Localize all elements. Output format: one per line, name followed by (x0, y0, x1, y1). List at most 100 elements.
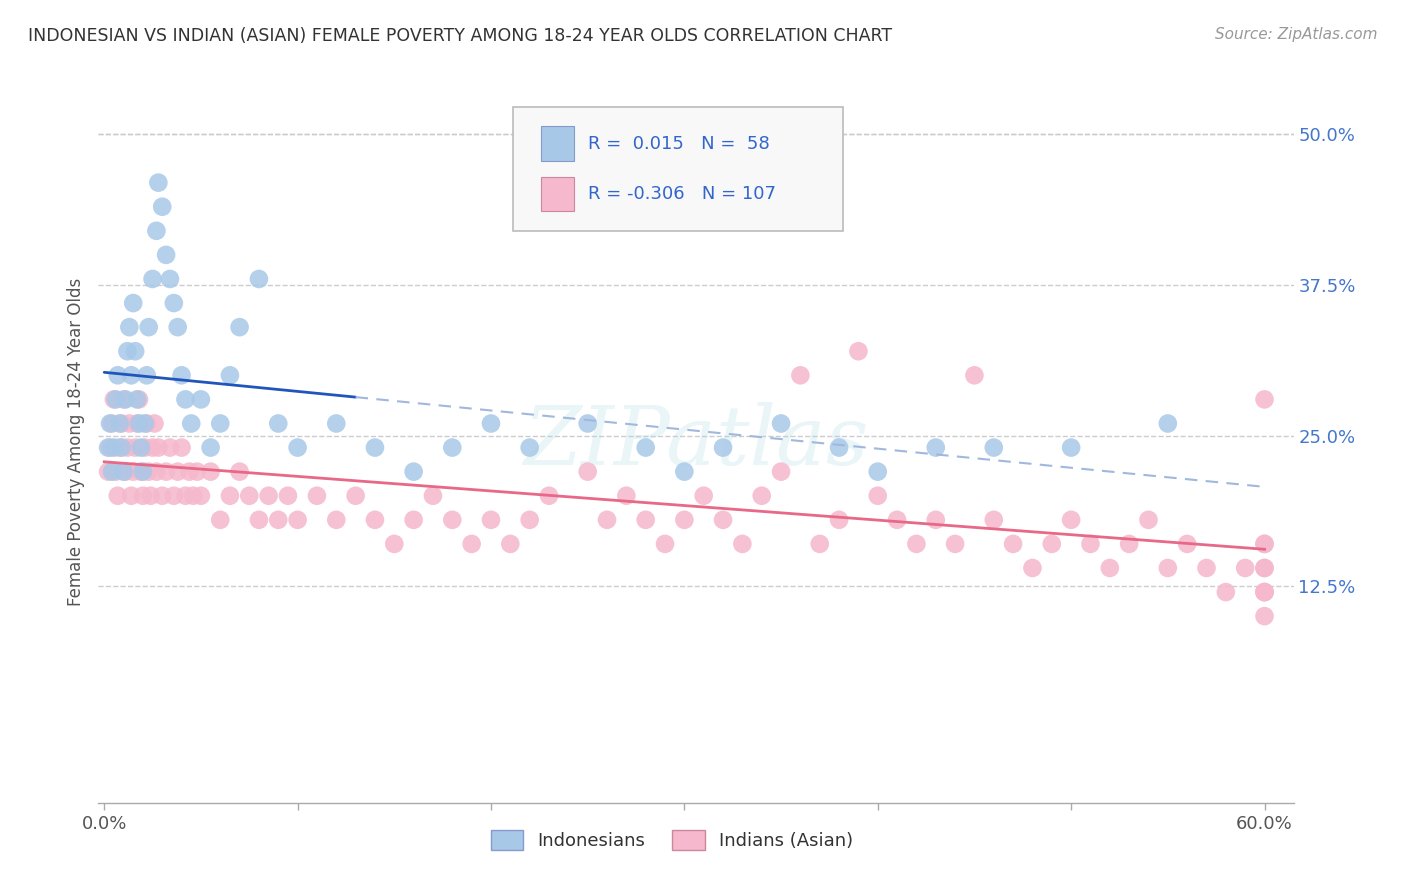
Point (1253, 561, 1275, 575)
Point (155, 248, 177, 262)
Point (479, 417, 502, 431)
Text: R = -0.306   N = 107: R = -0.306 N = 107 (589, 185, 776, 203)
Point (277, 489, 299, 503)
Point (122, 465, 145, 479)
Point (124, 441, 146, 455)
Point (132, 465, 155, 479)
Point (181, 489, 204, 503)
Point (148, 441, 170, 455)
Point (828, 441, 851, 455)
Point (247, 513, 270, 527)
Point (166, 465, 188, 479)
Point (751, 489, 773, 503)
Point (145, 224, 167, 238)
Point (596, 513, 619, 527)
Point (209, 513, 232, 527)
Point (1060, 513, 1083, 527)
Point (155, 465, 177, 479)
Point (200, 465, 222, 479)
Point (1118, 537, 1140, 551)
Point (267, 513, 290, 527)
Point (111, 417, 134, 431)
Point (1253, 585, 1275, 599)
Point (150, 489, 173, 503)
Point (287, 441, 309, 455)
Text: R =  0.015   N =  58: R = 0.015 N = 58 (589, 135, 770, 153)
Point (124, 344, 146, 359)
Point (139, 489, 162, 503)
Point (422, 489, 444, 503)
Point (634, 513, 657, 527)
Point (711, 513, 734, 527)
Point (1195, 561, 1218, 575)
Point (190, 392, 212, 407)
Point (238, 489, 260, 503)
Point (441, 513, 464, 527)
Text: ZIPatlas: ZIPatlas (523, 401, 869, 482)
Point (200, 441, 222, 455)
Point (344, 489, 367, 503)
Point (1060, 441, 1083, 455)
Point (104, 465, 127, 479)
Point (138, 320, 160, 334)
Point (519, 513, 541, 527)
Point (117, 344, 139, 359)
Point (98, 417, 121, 431)
Point (114, 465, 136, 479)
Point (228, 320, 250, 334)
Point (163, 296, 186, 310)
Point (135, 368, 157, 383)
Point (1040, 537, 1063, 551)
Point (1157, 417, 1180, 431)
Point (576, 465, 599, 479)
Point (112, 465, 135, 479)
Point (180, 417, 202, 431)
Point (186, 465, 208, 479)
Point (364, 513, 387, 527)
Point (460, 537, 482, 551)
Point (305, 489, 328, 503)
Point (325, 513, 347, 527)
Point (114, 392, 136, 407)
Point (1253, 609, 1275, 624)
Point (1098, 561, 1121, 575)
Point (159, 272, 181, 286)
Point (1215, 585, 1237, 599)
Point (614, 489, 637, 503)
Point (576, 417, 599, 431)
Point (166, 320, 188, 334)
Legend: Indonesians, Indians (Asian): Indonesians, Indians (Asian) (481, 821, 863, 859)
Point (866, 489, 889, 503)
Point (104, 392, 127, 407)
Point (190, 489, 212, 503)
Point (499, 537, 522, 551)
Point (135, 417, 157, 431)
Point (519, 441, 541, 455)
Point (1080, 537, 1102, 551)
Text: Source: ZipAtlas.com: Source: ZipAtlas.com (1215, 27, 1378, 42)
Point (163, 489, 186, 503)
Point (441, 441, 464, 455)
Point (325, 417, 347, 431)
Point (731, 537, 754, 551)
Point (479, 513, 502, 527)
Point (132, 489, 155, 503)
Point (120, 489, 142, 503)
Point (228, 465, 250, 479)
Point (770, 417, 793, 431)
Point (170, 441, 193, 455)
Point (179, 465, 201, 479)
Point (943, 537, 966, 551)
Point (983, 441, 1005, 455)
Point (142, 272, 165, 286)
Point (103, 441, 125, 455)
Point (129, 465, 152, 479)
Point (219, 489, 242, 503)
Point (925, 513, 948, 527)
Point (118, 320, 141, 334)
Point (1137, 513, 1160, 527)
Point (1253, 537, 1275, 551)
Point (1234, 561, 1257, 575)
Point (287, 513, 309, 527)
Y-axis label: Female Poverty Among 18-24 Year Olds: Female Poverty Among 18-24 Year Olds (66, 277, 84, 606)
